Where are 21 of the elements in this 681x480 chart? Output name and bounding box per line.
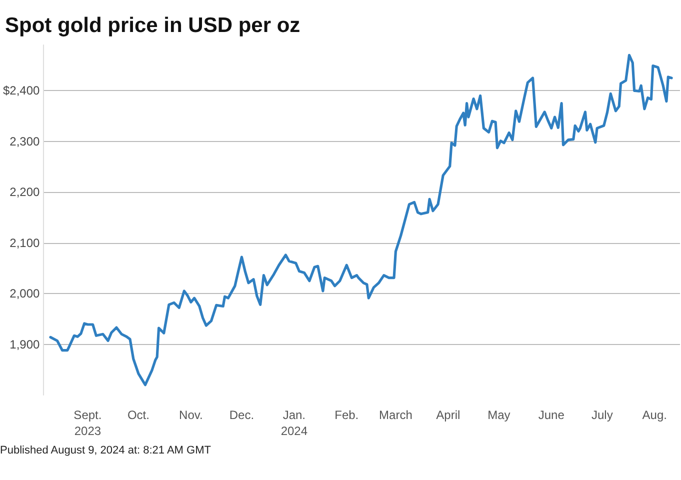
- x-tick-label: Nov.: [179, 408, 203, 422]
- x-tick-label: July: [591, 408, 613, 422]
- y-tick-label: 1,900: [10, 337, 40, 352]
- y-tick-label: 2,300: [10, 134, 40, 148]
- x-tick-label: April: [436, 408, 460, 422]
- text: Published August 9, 2024 at: 8:21 AM GMT: [0, 444, 212, 456]
- x-tick-label: June: [538, 408, 565, 422]
- y-tick-label: $2,400: [3, 84, 40, 98]
- y-tick-label: 2,000: [10, 286, 40, 301]
- x-tick-label: March: [379, 408, 412, 422]
- x-tick-label: Oct.: [127, 408, 150, 422]
- x-tick-label: Feb.: [334, 408, 359, 422]
- chart-title: Spot gold price in USD per oz: [5, 14, 300, 37]
- y-tick-label: 2,200: [10, 185, 40, 200]
- x-tick-label: Aug.: [642, 408, 667, 422]
- x-tick-label: Dec.: [229, 408, 254, 422]
- line-series: [49, 54, 673, 386]
- x-tick-label: May: [488, 408, 510, 422]
- y-tick-label: 2,100: [10, 236, 40, 250]
- x-tick-label: Sept. 2023: [74, 408, 102, 438]
- x-tick-label: Jan. 2024: [280, 408, 308, 438]
